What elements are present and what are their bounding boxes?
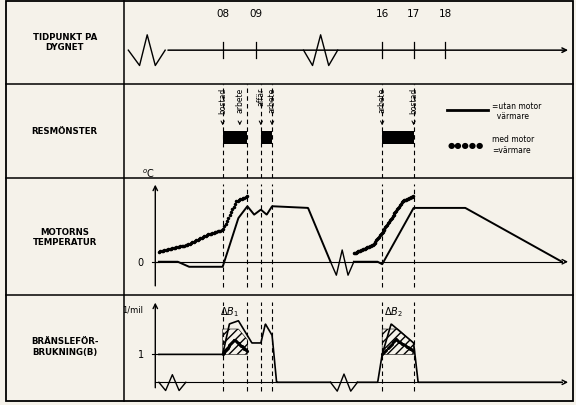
Text: ●●●●●: ●●●●● [448,140,484,149]
Bar [382,132,414,145]
Text: 1/mil: 1/mil [122,305,143,314]
Text: MOTORNS
TEMPERATUR: MOTORNS TEMPERATUR [33,227,97,247]
Text: 16: 16 [376,9,389,19]
Text: 09: 09 [250,9,263,19]
Text: 08: 08 [216,9,229,19]
Bar [261,132,272,145]
Text: RESMÖNSTER: RESMÖNSTER [32,127,98,136]
Text: =utan motor
  värmare: =utan motor värmare [492,102,541,121]
Text: arbete: arbete [235,88,244,113]
Text: $^o$C: $^o$C [142,168,155,180]
Text: $\Delta B_2$: $\Delta B_2$ [384,304,403,318]
Text: med motor
=värmare: med motor =värmare [492,135,535,154]
Text: bostad: bostad [409,88,418,114]
Text: affär: affär [256,88,266,106]
Text: BRÄNSLEFÖR-
BRUKNING(B): BRÄNSLEFÖR- BRUKNING(B) [31,337,98,356]
Text: arbete: arbete [268,88,276,113]
Text: 0: 0 [138,257,143,267]
Text: TIDPUNKT PA
DYGNET: TIDPUNKT PA DYGNET [33,33,97,52]
Text: bostad: bostad [218,88,227,114]
Text: arbete: arbete [378,88,386,113]
Text: 1: 1 [138,350,143,360]
Text: 18: 18 [438,9,452,19]
Bar [223,132,248,145]
Text: 17: 17 [407,9,420,19]
Text: $\Delta B_1$: $\Delta B_1$ [220,304,239,318]
